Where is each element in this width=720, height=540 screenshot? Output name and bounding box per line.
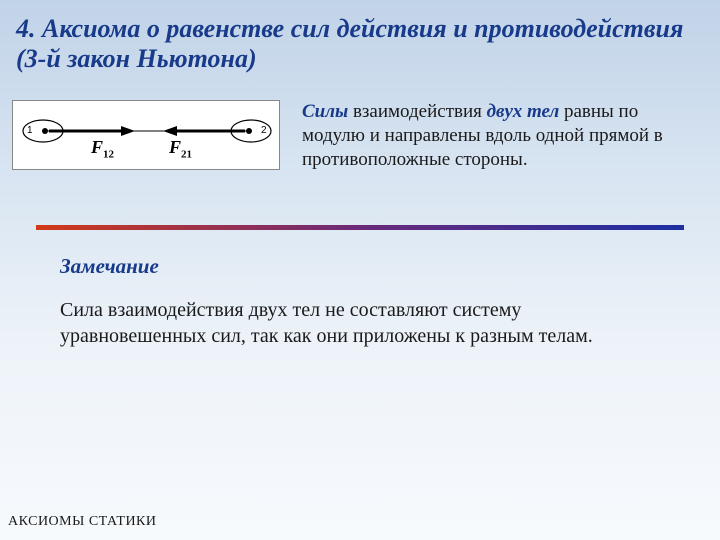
f21-label: F21 — [169, 137, 192, 161]
footer-text: АКСИОМЫ СТАТИКИ — [8, 514, 157, 530]
body-1-label: 1 — [27, 125, 33, 136]
def-mid1: взаимодействия — [348, 101, 486, 122]
note-heading: Замечание — [60, 254, 660, 279]
f21-main: F — [169, 137, 181, 157]
body-1-dot — [42, 128, 48, 134]
note-body: Сила взаимодействия двух тел не составля… — [60, 297, 620, 349]
f12-label: F12 — [91, 137, 114, 161]
f12-sub: 12 — [103, 148, 114, 160]
f12-main: F — [91, 137, 103, 157]
em-sily: Силы — [302, 101, 348, 122]
f21-sub: 21 — [181, 148, 192, 160]
em-dvuh-tel: двух тел — [487, 101, 560, 122]
f21-head — [163, 126, 177, 136]
body-2-dot — [246, 128, 252, 134]
note-block: Замечание Сила взаимодействия двух тел н… — [0, 230, 720, 349]
definition-text: Силы взаимодействия двух тел равны по мо… — [302, 100, 692, 173]
force-diagram: 1 2 F12 F21 — [12, 100, 280, 170]
force-diagram-svg — [13, 101, 281, 171]
slide-title: 4. Аксиома о равенстве сил действия и пр… — [0, 0, 720, 82]
f12-head — [121, 126, 135, 136]
content-row: 1 2 F12 F21 Силы взаимодействия двух тел… — [0, 82, 720, 173]
body-2-label: 2 — [261, 125, 267, 136]
